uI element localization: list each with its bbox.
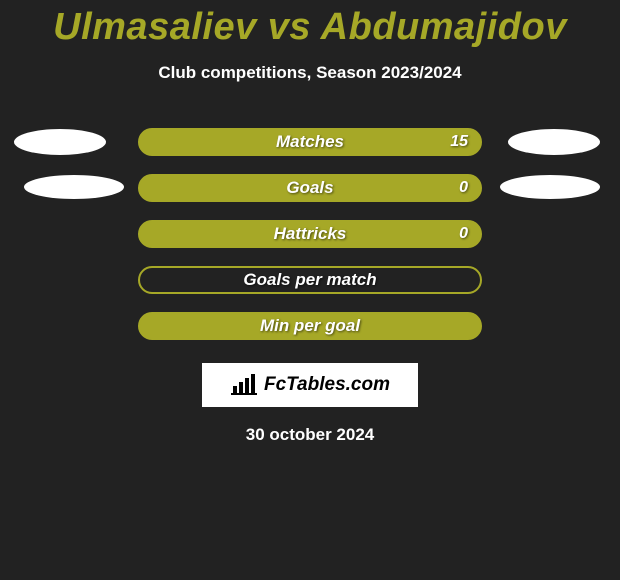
left-player-marker bbox=[24, 175, 124, 199]
stat-value: 0 bbox=[459, 225, 468, 243]
stat-row-matches: Matches 15 bbox=[0, 119, 620, 165]
stat-label: Min per goal bbox=[260, 316, 360, 336]
stats-block: Matches 15 Goals 0 Hattricks 0 Goals per… bbox=[0, 119, 620, 349]
right-player-marker bbox=[508, 129, 600, 155]
stat-label: Goals per match bbox=[243, 270, 376, 290]
generated-date: 30 october 2024 bbox=[0, 425, 620, 445]
stat-pill-hattricks: Hattricks 0 bbox=[138, 220, 482, 248]
page-subtitle: Club competitions, Season 2023/2024 bbox=[0, 63, 620, 83]
stat-label: Matches bbox=[276, 132, 344, 152]
stat-row-hattricks: Hattricks 0 bbox=[0, 211, 620, 257]
stat-row-goals: Goals 0 bbox=[0, 165, 620, 211]
chart-icon bbox=[230, 374, 258, 396]
stat-pill-goals-per-match: Goals per match bbox=[138, 266, 482, 294]
right-player-marker bbox=[500, 175, 600, 199]
stat-value: 0 bbox=[459, 179, 468, 197]
stat-label: Goals bbox=[286, 178, 333, 198]
stat-pill-matches: Matches 15 bbox=[138, 128, 482, 156]
brand-badge: FcTables.com bbox=[202, 363, 418, 407]
stat-label: Hattricks bbox=[274, 224, 347, 244]
brand-text: FcTables.com bbox=[264, 374, 390, 396]
stat-value: 15 bbox=[450, 133, 468, 151]
left-player-marker bbox=[14, 129, 106, 155]
stat-row-goals-per-match: Goals per match bbox=[0, 257, 620, 303]
stat-pill-min-per-goal: Min per goal bbox=[138, 312, 482, 340]
stat-row-min-per-goal: Min per goal bbox=[0, 303, 620, 349]
page-title: Ulmasaliev vs Abdumajidov bbox=[0, 0, 620, 49]
stat-pill-goals: Goals 0 bbox=[138, 174, 482, 202]
